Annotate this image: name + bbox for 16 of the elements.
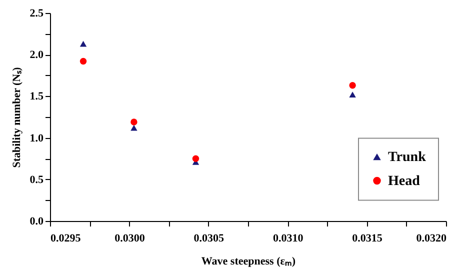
y-tick-label: 0.5 <box>30 174 44 186</box>
y-tick-label: 1.0 <box>30 132 44 144</box>
y-tick-label: 2.5 <box>30 8 44 20</box>
x-tick-label: 0.0320 <box>416 232 447 244</box>
y-tick-label: 0.0 <box>30 216 44 228</box>
y-axis-title: Stability number (Nₛ) <box>10 66 23 168</box>
x-tick-label: 0.0300 <box>114 232 146 244</box>
legend-label: Trunk <box>388 150 426 165</box>
x-tick-label: 0.0315 <box>352 232 383 244</box>
x-tick-label: 0.0310 <box>272 232 304 244</box>
y-tick-label: 1.5 <box>30 90 44 103</box>
x-tick-label: 0.0295 <box>50 232 82 244</box>
legend-label: Head <box>388 174 420 189</box>
x-axis-title: Wave steepness (εₘ) <box>201 256 296 268</box>
y-tick-label: 2.0 <box>30 49 44 62</box>
x-tick-label: 0.0305 <box>194 232 225 244</box>
